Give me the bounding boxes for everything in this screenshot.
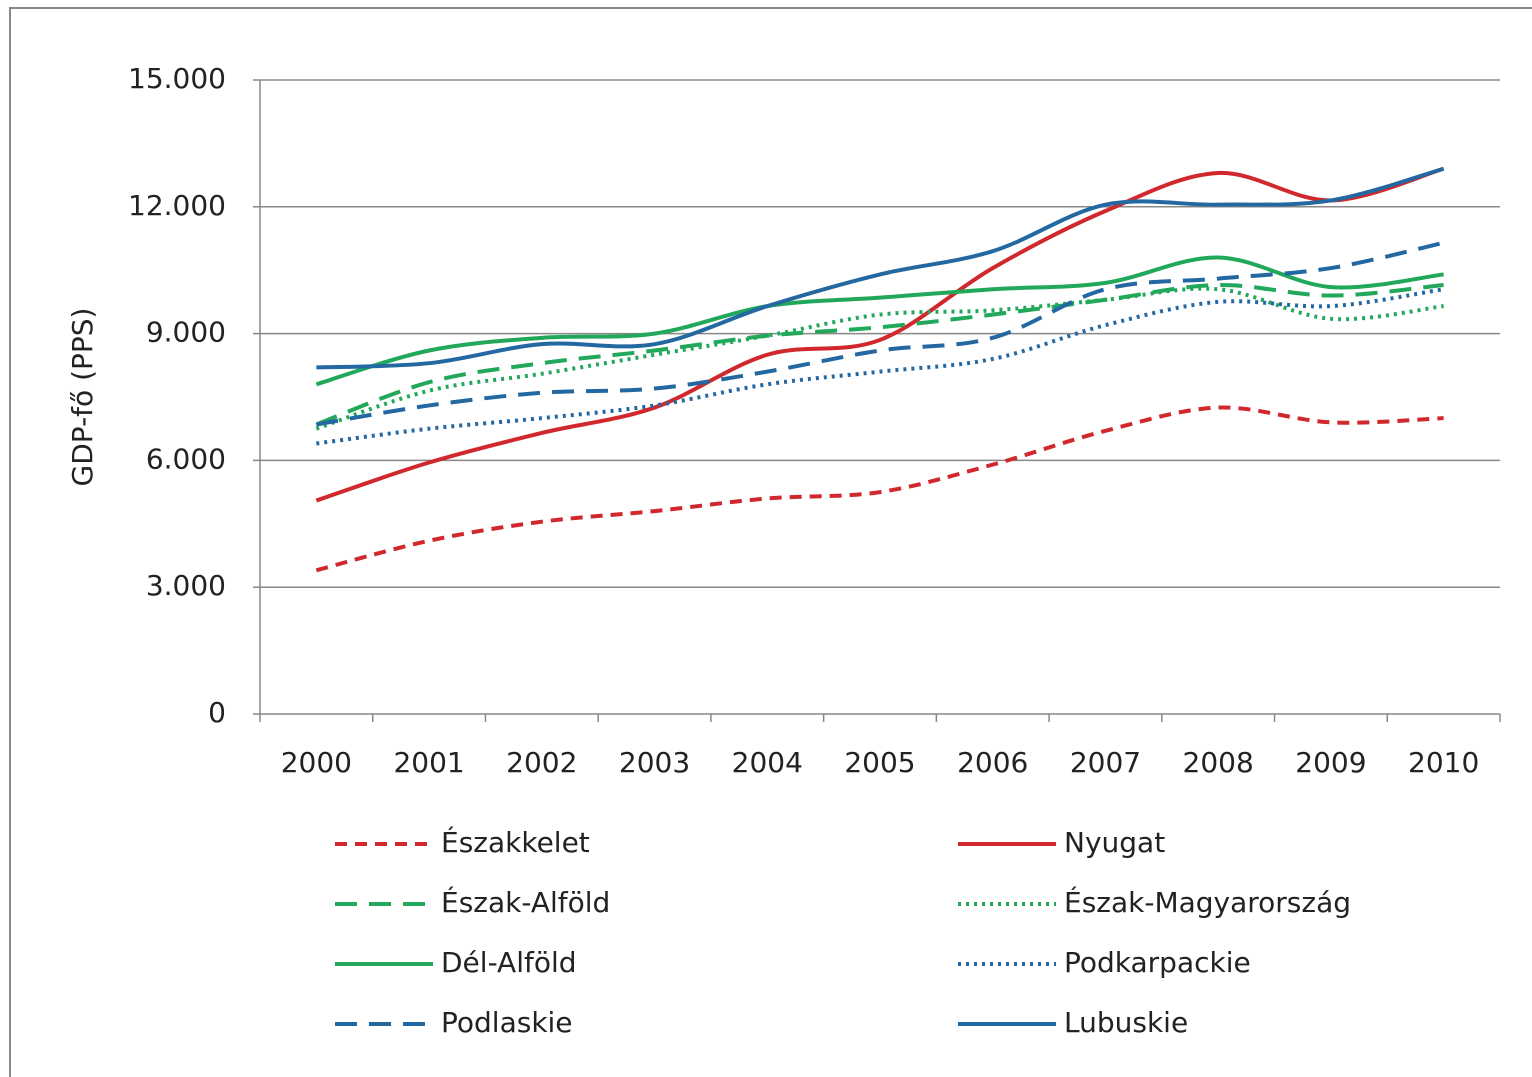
legend-label: Északkelet — [441, 825, 590, 859]
x-tick-label: 2007 — [1070, 746, 1141, 779]
x-tick-label: 2000 — [281, 746, 352, 779]
series-line — [316, 166, 1445, 370]
y-tick-label: 12.000 — [128, 189, 226, 222]
legend-label: Dél-Alföld — [441, 946, 577, 979]
legend-label: Észak-Magyarország — [1064, 885, 1351, 919]
series-line — [316, 287, 1444, 446]
series-line — [315, 405, 1444, 573]
y-tick-label: 3.000 — [146, 569, 226, 602]
x-tick-label: 2010 — [1408, 746, 1479, 779]
legend-label: Nyugat — [1064, 826, 1165, 859]
x-tick-label: 2003 — [619, 746, 690, 779]
y-tick-label: 15.000 — [128, 62, 226, 95]
y-axis-label: GDP-fő (PPS) — [66, 308, 99, 487]
y-tick-label: 6.000 — [146, 442, 226, 475]
series-line — [315, 286, 1444, 431]
series-line — [315, 255, 1444, 387]
x-tick-label: 2006 — [957, 746, 1028, 779]
x-tick-label: 2009 — [1295, 746, 1366, 779]
y-tick-label: 0 — [208, 696, 226, 729]
x-tick-label: 2002 — [506, 746, 577, 779]
legend-label: Lubuskie — [1064, 1006, 1188, 1039]
y-tick-label: 9.000 — [146, 316, 226, 349]
series-line — [315, 166, 1445, 503]
legend-label: Podkarpackie — [1064, 946, 1251, 979]
x-tick-label: 2008 — [1183, 746, 1254, 779]
x-tick-label: 2004 — [732, 746, 803, 779]
x-tick-label: 2001 — [393, 746, 464, 779]
legend-label: Podlaskie — [441, 1006, 573, 1039]
legend-label: Észak-Alföld — [441, 885, 610, 919]
x-tick-label: 2005 — [844, 746, 915, 779]
